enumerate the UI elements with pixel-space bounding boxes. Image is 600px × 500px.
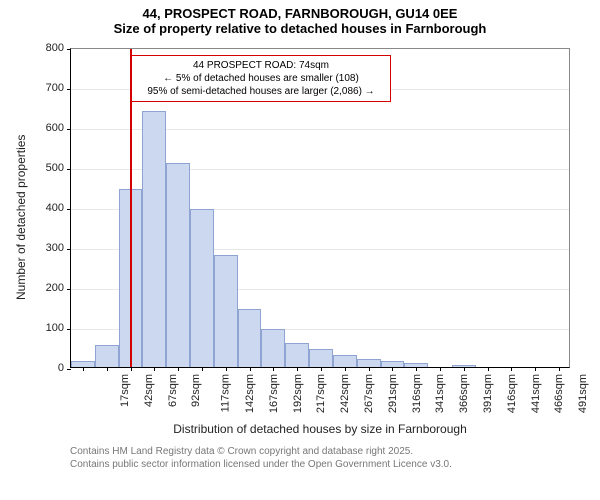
x-tick-label: 17sqm (119, 374, 131, 407)
x-tick-label: 466sqm (554, 374, 566, 413)
x-tick-label: 217sqm (316, 374, 328, 413)
histogram-bar (142, 111, 166, 367)
histogram-bar (214, 255, 238, 367)
chart-title-line1: 44, PROSPECT ROAD, FARNBOROUGH, GU14 0EE (0, 0, 600, 21)
y-tick (67, 249, 71, 250)
annotation-line: 95% of semi-detached houses are larger (… (137, 85, 385, 98)
x-tick (154, 367, 155, 371)
histogram-bar (261, 329, 285, 367)
y-tick (67, 369, 71, 370)
x-tick-label: 441sqm (530, 374, 542, 413)
x-tick (369, 367, 370, 371)
x-tick (559, 367, 560, 371)
x-tick (321, 367, 322, 371)
x-tick (178, 367, 179, 371)
histogram-bar (309, 349, 333, 367)
annotation-line: 44 PROSPECT ROAD: 74sqm (137, 59, 385, 72)
attribution-line2: Contains public sector information licen… (70, 458, 452, 471)
y-tick-label: 300 (0, 242, 64, 254)
x-tick-label: 142sqm (244, 374, 256, 413)
y-tick-label: 0 (0, 362, 64, 374)
chart-container: 44, PROSPECT ROAD, FARNBOROUGH, GU14 0EE… (0, 0, 600, 500)
x-tick (250, 367, 251, 371)
y-tick (67, 169, 71, 170)
x-tick (131, 367, 132, 371)
annotation-line: ← 5% of detached houses are smaller (108… (137, 72, 385, 85)
y-tick-label: 600 (0, 122, 64, 134)
histogram-bar (166, 163, 190, 367)
x-tick-label: 192sqm (292, 374, 304, 413)
x-tick (226, 367, 227, 371)
x-tick (464, 367, 465, 371)
y-tick (67, 209, 71, 210)
x-tick (440, 367, 441, 371)
x-tick-label: 67sqm (167, 374, 179, 407)
x-tick (273, 367, 274, 371)
x-tick-label: 167sqm (268, 374, 280, 413)
chart-title-line2: Size of property relative to detached ho… (0, 21, 600, 36)
x-tick-label: 491sqm (577, 374, 589, 413)
x-tick-label: 117sqm (219, 374, 231, 412)
y-tick (67, 329, 71, 330)
x-tick (107, 367, 108, 371)
x-tick (345, 367, 346, 371)
x-tick-label: 316sqm (411, 374, 423, 413)
y-tick (67, 289, 71, 290)
x-tick (511, 367, 512, 371)
y-tick-label: 800 (0, 42, 64, 54)
y-tick-label: 100 (0, 322, 64, 334)
annotation-box: 44 PROSPECT ROAD: 74sqm← 5% of detached … (131, 55, 391, 102)
x-tick (416, 367, 417, 371)
x-tick-label: 366sqm (458, 374, 470, 413)
y-tick-label: 200 (0, 282, 64, 294)
y-tick-label: 700 (0, 82, 64, 94)
x-tick (297, 367, 298, 371)
histogram-bar (190, 209, 214, 367)
x-tick-label: 341sqm (435, 374, 447, 413)
histogram-bar (357, 359, 381, 367)
x-tick (535, 367, 536, 371)
x-tick-label: 42sqm (143, 374, 155, 407)
y-axis-title: Number of detached properties (14, 135, 28, 300)
x-tick-label: 92sqm (190, 374, 202, 407)
x-tick-label: 416sqm (506, 374, 518, 413)
x-tick (83, 367, 84, 371)
y-tick (67, 89, 71, 90)
histogram-bar (333, 355, 357, 367)
attribution-block: Contains HM Land Registry data © Crown c… (70, 445, 452, 471)
x-tick-label: 391sqm (482, 374, 494, 413)
x-tick (202, 367, 203, 371)
x-tick-label: 267sqm (363, 374, 375, 413)
histogram-bar (95, 345, 119, 367)
plot-area: 44 PROSPECT ROAD: 74sqm← 5% of detached … (70, 48, 570, 368)
y-tick-label: 400 (0, 202, 64, 214)
y-tick (67, 49, 71, 50)
histogram-bar (285, 343, 309, 367)
x-tick-label: 242sqm (339, 374, 351, 413)
attribution-line1: Contains HM Land Registry data © Crown c… (70, 445, 452, 458)
y-tick (67, 129, 71, 130)
x-tick (392, 367, 393, 371)
x-tick (488, 367, 489, 371)
y-tick-label: 500 (0, 162, 64, 174)
histogram-bar (238, 309, 262, 367)
x-tick-label: 291sqm (387, 374, 399, 413)
x-axis-title: Distribution of detached houses by size … (70, 422, 570, 436)
